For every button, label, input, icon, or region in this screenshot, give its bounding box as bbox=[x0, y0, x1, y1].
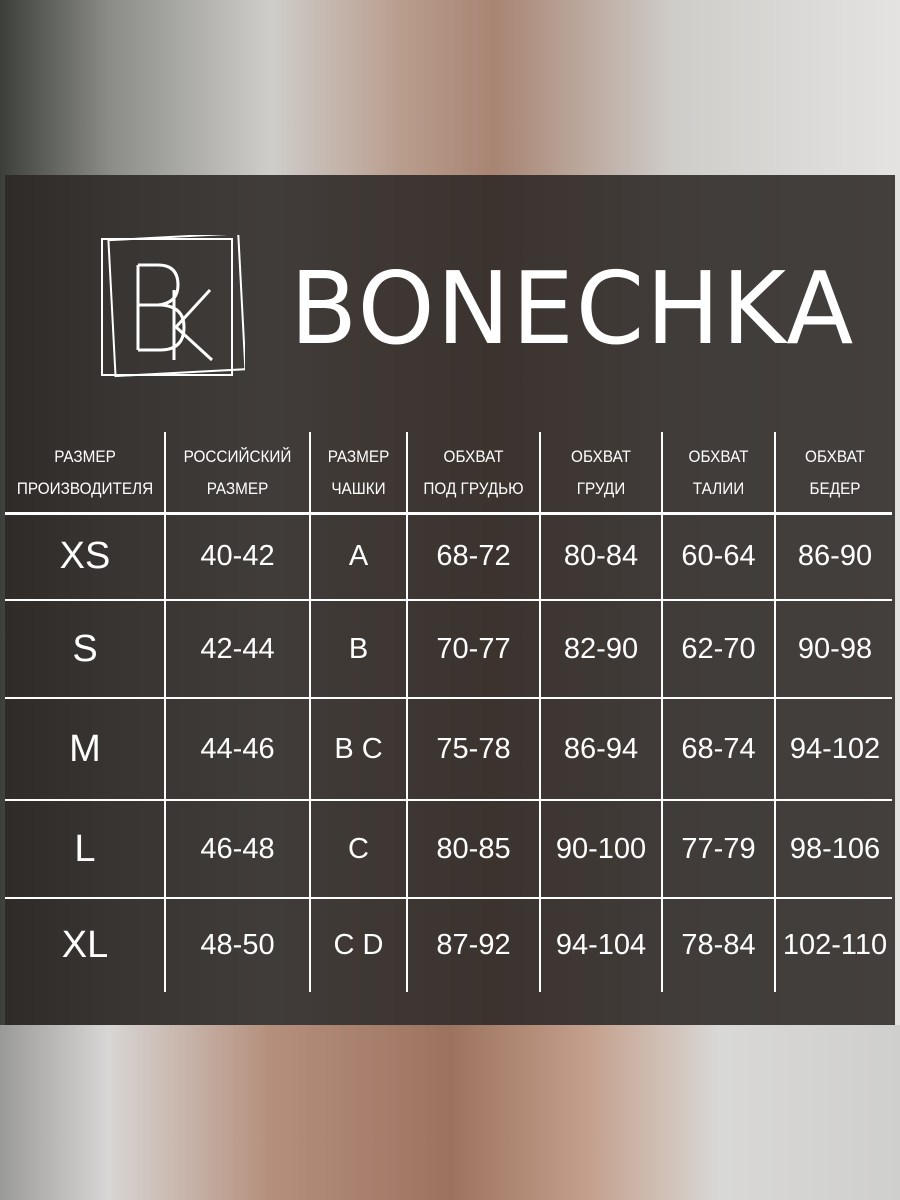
background-photo bbox=[0, 1025, 900, 1200]
row-divider bbox=[5, 599, 892, 601]
table-cell: B bbox=[348, 632, 369, 665]
column-divider bbox=[309, 432, 311, 992]
table-cell: 87-92 bbox=[436, 928, 511, 961]
table-cell: 80-85 bbox=[436, 832, 511, 865]
header-line: РАЗМЕР bbox=[54, 446, 116, 466]
column-header: РАЗМЕР ЧАШКИ bbox=[315, 432, 402, 513]
table-cell: 42-44 bbox=[200, 632, 275, 665]
table-cell: 75-78 bbox=[436, 732, 511, 765]
column-divider bbox=[539, 432, 541, 992]
table-cell: C bbox=[348, 832, 369, 865]
header-line: РОССИЙСКИЙ bbox=[183, 446, 292, 466]
header-line: ОБХВАТ bbox=[443, 446, 504, 466]
column-header: ОБХВАТ ТАЛИИ bbox=[668, 432, 770, 513]
column-header: ОБХВАТ ГРУДИ bbox=[546, 432, 656, 513]
table-cell: 94-102 bbox=[789, 732, 881, 765]
table-cell: 77-79 bbox=[681, 832, 756, 865]
table-cell: 62-70 bbox=[681, 632, 756, 665]
header-line: ЧАШКИ bbox=[331, 478, 386, 498]
column-divider bbox=[661, 432, 663, 992]
row-divider bbox=[5, 697, 892, 699]
table-cell: 82-90 bbox=[563, 632, 639, 665]
table-cell: 46-48 bbox=[200, 832, 275, 865]
header-line: РАЗМЕР bbox=[327, 446, 390, 466]
brand-logo bbox=[101, 235, 245, 378]
table-cell: 90-100 bbox=[555, 832, 647, 865]
header-line: ОБХВАТ bbox=[805, 446, 865, 466]
header-line: ТАЛИИ bbox=[692, 478, 745, 498]
header-line: ГРУДИ bbox=[576, 478, 626, 498]
size-label: XL bbox=[61, 923, 109, 966]
brand-name: BONECHKA bbox=[290, 250, 856, 367]
table-cell: 94-104 bbox=[555, 928, 647, 961]
column-header: РАЗМЕР ПРОИЗВОДИТЕЛЯ bbox=[13, 432, 157, 513]
table-cell: 90-98 bbox=[797, 632, 873, 665]
table-cell: 98-106 bbox=[789, 832, 881, 865]
table-cell: 68-74 bbox=[681, 732, 756, 765]
header-line: БЕДЕР bbox=[809, 478, 861, 498]
size-label: S bbox=[72, 627, 98, 670]
column-header: РОССИЙСКИЙ РАЗМЕР bbox=[172, 432, 303, 513]
header-line: ОБХВАТ bbox=[571, 446, 631, 466]
size-label: L bbox=[74, 827, 96, 870]
table-cell: 86-90 bbox=[797, 540, 873, 572]
table-cell: A bbox=[348, 540, 369, 572]
row-divider bbox=[5, 897, 892, 899]
table-cell: 40-42 bbox=[200, 540, 275, 572]
table-cell: 80-84 bbox=[563, 540, 639, 572]
column-divider bbox=[164, 432, 166, 992]
table-cell: 48-50 bbox=[200, 928, 275, 961]
header-line: ПРОИЗВОДИТЕЛЯ bbox=[16, 478, 154, 498]
column-header: ОБХВАТ БЕДЕР bbox=[781, 432, 889, 513]
size-label: M bbox=[69, 727, 101, 770]
header-line: ПОД ГРУДЬЮ bbox=[423, 478, 524, 498]
table-cell: 102-110 bbox=[782, 928, 888, 961]
column-divider bbox=[774, 432, 776, 992]
table-cell: 60-64 bbox=[681, 540, 756, 572]
header-line: ОБХВАТ bbox=[688, 446, 749, 466]
header-line: РАЗМЕР bbox=[206, 478, 269, 498]
table-cell: C D bbox=[333, 928, 384, 961]
column-divider bbox=[406, 432, 408, 992]
table-cell: 44-46 bbox=[200, 732, 275, 765]
table-cell: 68-72 bbox=[436, 540, 511, 572]
table-cell: B C bbox=[334, 732, 383, 765]
size-label: XS bbox=[59, 535, 111, 577]
row-divider bbox=[5, 799, 892, 801]
column-header: ОБХВАТ ПОД ГРУДЬЮ bbox=[414, 432, 534, 513]
table-cell: 70-77 bbox=[436, 632, 511, 665]
table-cell: 86-94 bbox=[563, 732, 639, 765]
table-cell: 78-84 bbox=[681, 928, 756, 961]
row-divider bbox=[5, 512, 892, 515]
